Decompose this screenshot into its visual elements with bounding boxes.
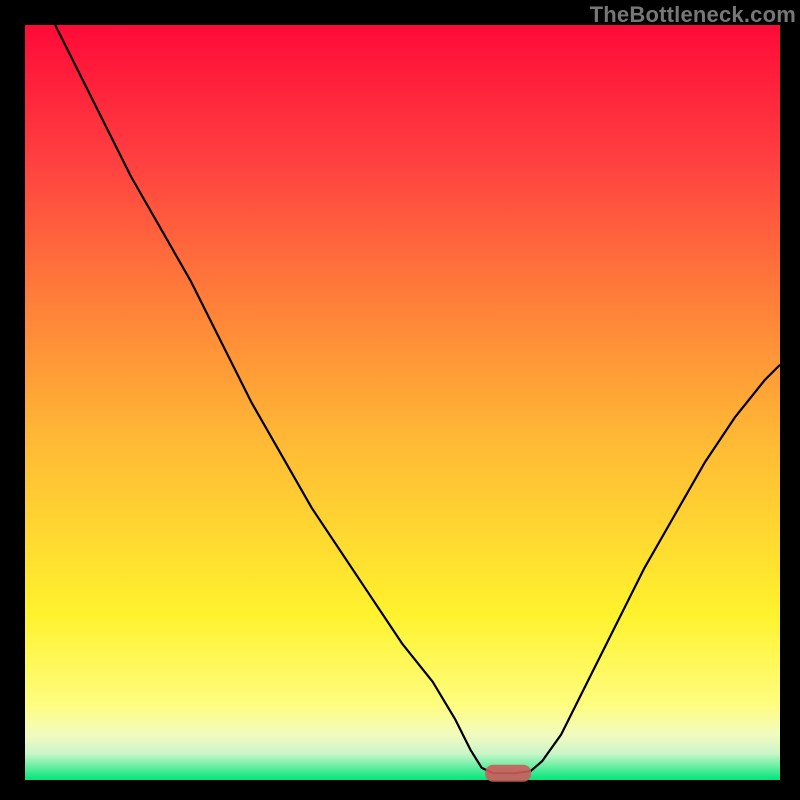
optimal-marker	[485, 765, 531, 782]
watermark-text: TheBottleneck.com	[590, 2, 796, 28]
chart-container: TheBottleneck.com	[0, 0, 800, 800]
plot-background	[25, 25, 780, 780]
chart-svg	[0, 0, 800, 800]
